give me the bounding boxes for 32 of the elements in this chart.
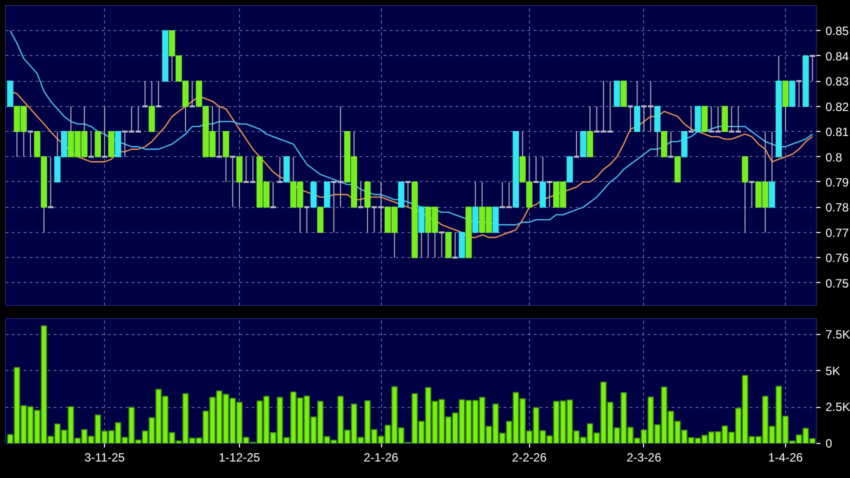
y-tick-label: 7.5K xyxy=(826,327,850,342)
x-tick-label: 3-11-25 xyxy=(84,450,126,464)
x-tick-label: 2-2-26 xyxy=(512,450,547,464)
y-tick-label: 0.78 xyxy=(826,200,850,215)
candlestick xyxy=(438,231,445,258)
y-tick-label: 2.5K xyxy=(826,400,850,414)
x-tick-label: 2-3-26 xyxy=(626,450,662,464)
candlestick xyxy=(270,181,276,208)
x-tick-label: 1-12-25 xyxy=(218,450,260,464)
candlestick xyxy=(358,181,364,208)
candlestick xyxy=(748,180,755,208)
x-tick-label: 1-4-26 xyxy=(768,450,804,464)
x-tick-label: 2-1-26 xyxy=(364,450,399,464)
y-tick-label: 0 xyxy=(826,436,832,450)
candlestick xyxy=(189,80,196,108)
y-tick-label: 0.75 xyxy=(826,276,850,290)
y-tick-label: 0.77 xyxy=(826,226,850,240)
candlestick xyxy=(48,156,54,208)
candlestick xyxy=(304,206,310,233)
y-tick-label: 0.84 xyxy=(826,49,850,64)
y-tick-label: 5K xyxy=(826,364,840,378)
y-tick-label: 0.81 xyxy=(826,125,850,140)
line-series xyxy=(10,30,814,226)
candlestick xyxy=(216,106,222,158)
candlestick xyxy=(452,232,458,259)
y-tick-label: 0.76 xyxy=(826,251,850,266)
y-tick-label: 0.79 xyxy=(826,175,850,190)
y-tick-label: 0.85 xyxy=(826,24,850,38)
y-tick-label: 0.8 xyxy=(826,150,843,164)
candlestick xyxy=(230,156,236,208)
y-tick-label: 0.83 xyxy=(826,74,850,89)
y-tick-label: 0.82 xyxy=(826,100,850,114)
